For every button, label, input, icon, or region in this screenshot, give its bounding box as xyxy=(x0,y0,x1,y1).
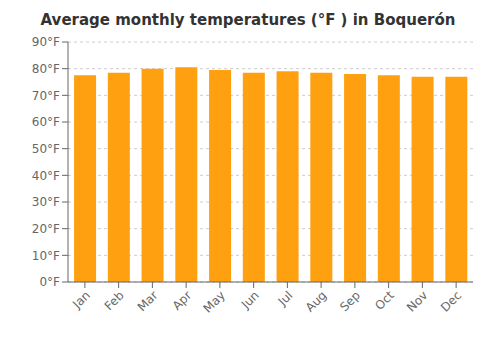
html-text:Average monthly temperatures (: Average monthly temperatures (°F ) in Bo… xyxy=(40,11,456,29)
svg-text:70°F: 70°F xyxy=(32,89,60,103)
svg-text:50°F: 50°F xyxy=(32,142,60,156)
svg-text:20°F: 20°F xyxy=(32,222,60,236)
svg-text:Dec: Dec xyxy=(438,288,464,314)
svg-text:40°F: 40°F xyxy=(32,169,60,183)
svg-text:90°F: 90°F xyxy=(32,35,60,49)
svg-text:Jan: Jan xyxy=(69,288,93,312)
svg-text:Oct: Oct xyxy=(372,288,397,313)
svg-text:Mar: Mar xyxy=(135,288,161,314)
svg-text:Jul: Jul xyxy=(275,288,296,309)
svg-text:Aug: Aug xyxy=(303,288,329,314)
svg-text:30°F: 30°F xyxy=(32,195,60,209)
svg-text:10°F: 10°F xyxy=(32,249,60,263)
svg-text:60°F: 60°F xyxy=(32,115,60,129)
svg-text:Apr: Apr xyxy=(170,288,195,313)
svg-text:0°F: 0°F xyxy=(39,275,60,289)
svg-text:Jun: Jun xyxy=(238,288,262,312)
svg-text:Nov: Nov xyxy=(404,288,430,314)
svg-text:Feb: Feb xyxy=(102,288,127,313)
svg-text:80°F: 80°F xyxy=(32,62,60,76)
svg-text:May: May xyxy=(201,288,228,315)
svg-text:Sep: Sep xyxy=(337,288,363,314)
